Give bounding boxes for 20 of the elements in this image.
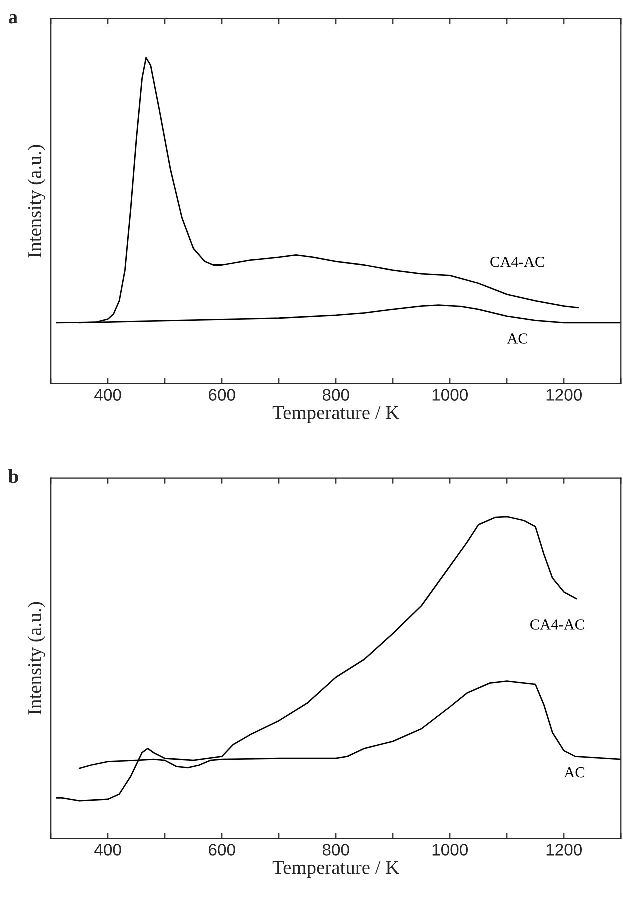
x-tick-label: 400: [94, 389, 122, 401]
x-tick-label: 1200: [546, 389, 582, 401]
x-tick-label: 600: [209, 844, 236, 856]
series-label: CA4-AC: [530, 620, 584, 630]
x-axis-title: Temperature / K: [272, 406, 400, 424]
x-tick-label: 400: [94, 844, 122, 856]
x-tick-label: 1000: [432, 844, 468, 856]
series-label: CA4-AC: [490, 256, 544, 268]
chart-title: a: [8, 14, 18, 24]
x-tick-label: 1000: [432, 389, 468, 401]
y-axis-title: Intensity (a.u.): [28, 602, 46, 715]
series-label: AC: [564, 767, 585, 778]
x-tick-label: 600: [209, 389, 236, 401]
series-label: AC: [507, 334, 528, 344]
x-axis-title: Temperature / K: [272, 861, 400, 878]
x-tick-label: 800: [322, 389, 350, 401]
y-axis-title: Intensity (a.u.): [28, 145, 46, 258]
x-tick-label: 1200: [546, 844, 582, 856]
x-tick-label: 800: [322, 844, 350, 856]
chart-title: b: [8, 469, 18, 484]
